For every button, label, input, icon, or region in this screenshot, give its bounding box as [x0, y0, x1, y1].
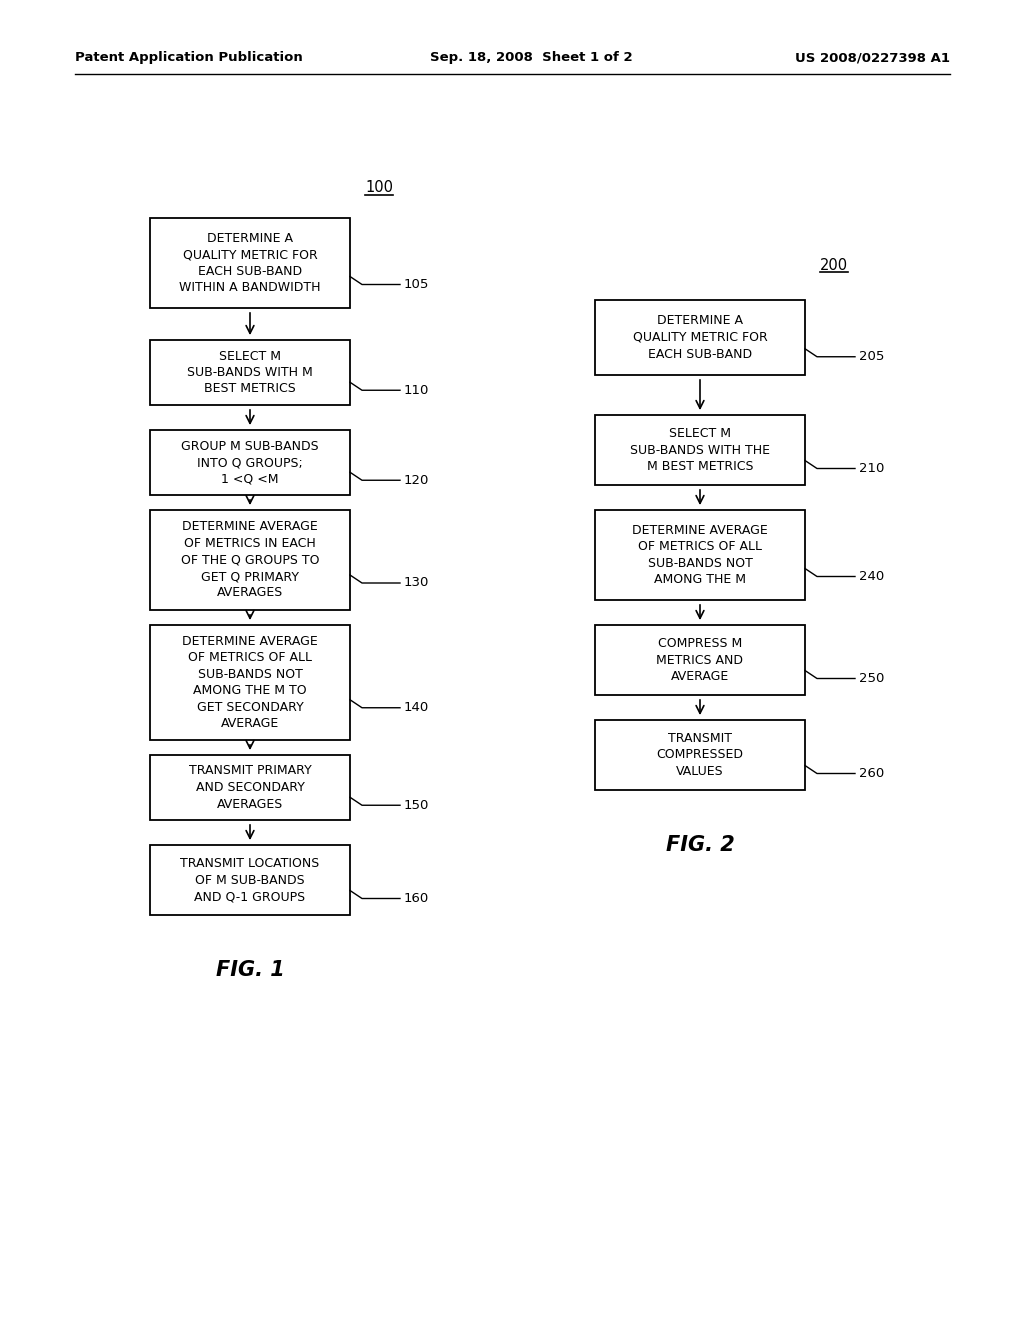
Bar: [595, 300, 805, 375]
Bar: [150, 845, 350, 915]
Text: TRANSMIT PRIMARY
AND SECONDARY
AVERAGES: TRANSMIT PRIMARY AND SECONDARY AVERAGES: [188, 764, 311, 810]
Text: DETERMINE AVERAGE
OF METRICS IN EACH
OF THE Q GROUPS TO
GET Q PRIMARY
AVERAGES: DETERMINE AVERAGE OF METRICS IN EACH OF …: [181, 520, 319, 599]
Bar: [150, 510, 350, 610]
Text: 110: 110: [404, 384, 429, 397]
Text: 250: 250: [859, 672, 885, 685]
Text: SELECT M
SUB-BANDS WITH M
BEST METRICS: SELECT M SUB-BANDS WITH M BEST METRICS: [187, 350, 313, 396]
Text: 240: 240: [859, 570, 885, 583]
Bar: [595, 510, 805, 601]
Text: GROUP M SUB-BANDS
INTO Q GROUPS;
1 <Q <M: GROUP M SUB-BANDS INTO Q GROUPS; 1 <Q <M: [181, 440, 318, 486]
Text: Sep. 18, 2008  Sheet 1 of 2: Sep. 18, 2008 Sheet 1 of 2: [430, 51, 633, 65]
Bar: [150, 218, 350, 308]
Bar: [595, 624, 805, 696]
Text: 205: 205: [859, 350, 885, 363]
Text: FIG. 2: FIG. 2: [666, 836, 734, 855]
Text: DETERMINE AVERAGE
OF METRICS OF ALL
SUB-BANDS NOT
AMONG THE M TO
GET SECONDARY
A: DETERMINE AVERAGE OF METRICS OF ALL SUB-…: [182, 635, 317, 730]
Bar: [150, 341, 350, 405]
Text: 100: 100: [365, 181, 393, 195]
Text: TRANSMIT
COMPRESSED
VALUES: TRANSMIT COMPRESSED VALUES: [656, 733, 743, 777]
Text: TRANSMIT LOCATIONS
OF M SUB-BANDS
AND Q-1 GROUPS: TRANSMIT LOCATIONS OF M SUB-BANDS AND Q-…: [180, 857, 319, 903]
Text: DETERMINE A
QUALITY METRIC FOR
EACH SUB-BAND
WITHIN A BANDWIDTH: DETERMINE A QUALITY METRIC FOR EACH SUB-…: [179, 232, 321, 294]
Bar: [150, 755, 350, 820]
Text: 210: 210: [859, 462, 885, 475]
Text: Patent Application Publication: Patent Application Publication: [75, 51, 303, 65]
Text: 150: 150: [404, 799, 429, 812]
Bar: [150, 624, 350, 741]
Text: US 2008/0227398 A1: US 2008/0227398 A1: [795, 51, 950, 65]
Text: DETERMINE AVERAGE
OF METRICS OF ALL
SUB-BANDS NOT
AMONG THE M: DETERMINE AVERAGE OF METRICS OF ALL SUB-…: [632, 524, 768, 586]
Bar: [595, 719, 805, 789]
Text: 130: 130: [404, 577, 429, 590]
Text: FIG. 1: FIG. 1: [216, 960, 285, 979]
Text: 160: 160: [404, 892, 429, 906]
Text: 260: 260: [859, 767, 885, 780]
Text: DETERMINE A
QUALITY METRIC FOR
EACH SUB-BAND: DETERMINE A QUALITY METRIC FOR EACH SUB-…: [633, 314, 767, 360]
Bar: [595, 414, 805, 484]
Bar: [150, 430, 350, 495]
Text: 120: 120: [404, 474, 429, 487]
Text: 140: 140: [404, 701, 429, 714]
Text: SELECT M
SUB-BANDS WITH THE
M BEST METRICS: SELECT M SUB-BANDS WITH THE M BEST METRI…: [630, 426, 770, 473]
Text: 200: 200: [820, 257, 848, 272]
Text: COMPRESS M
METRICS AND
AVERAGE: COMPRESS M METRICS AND AVERAGE: [656, 638, 743, 682]
Text: 105: 105: [404, 279, 429, 290]
